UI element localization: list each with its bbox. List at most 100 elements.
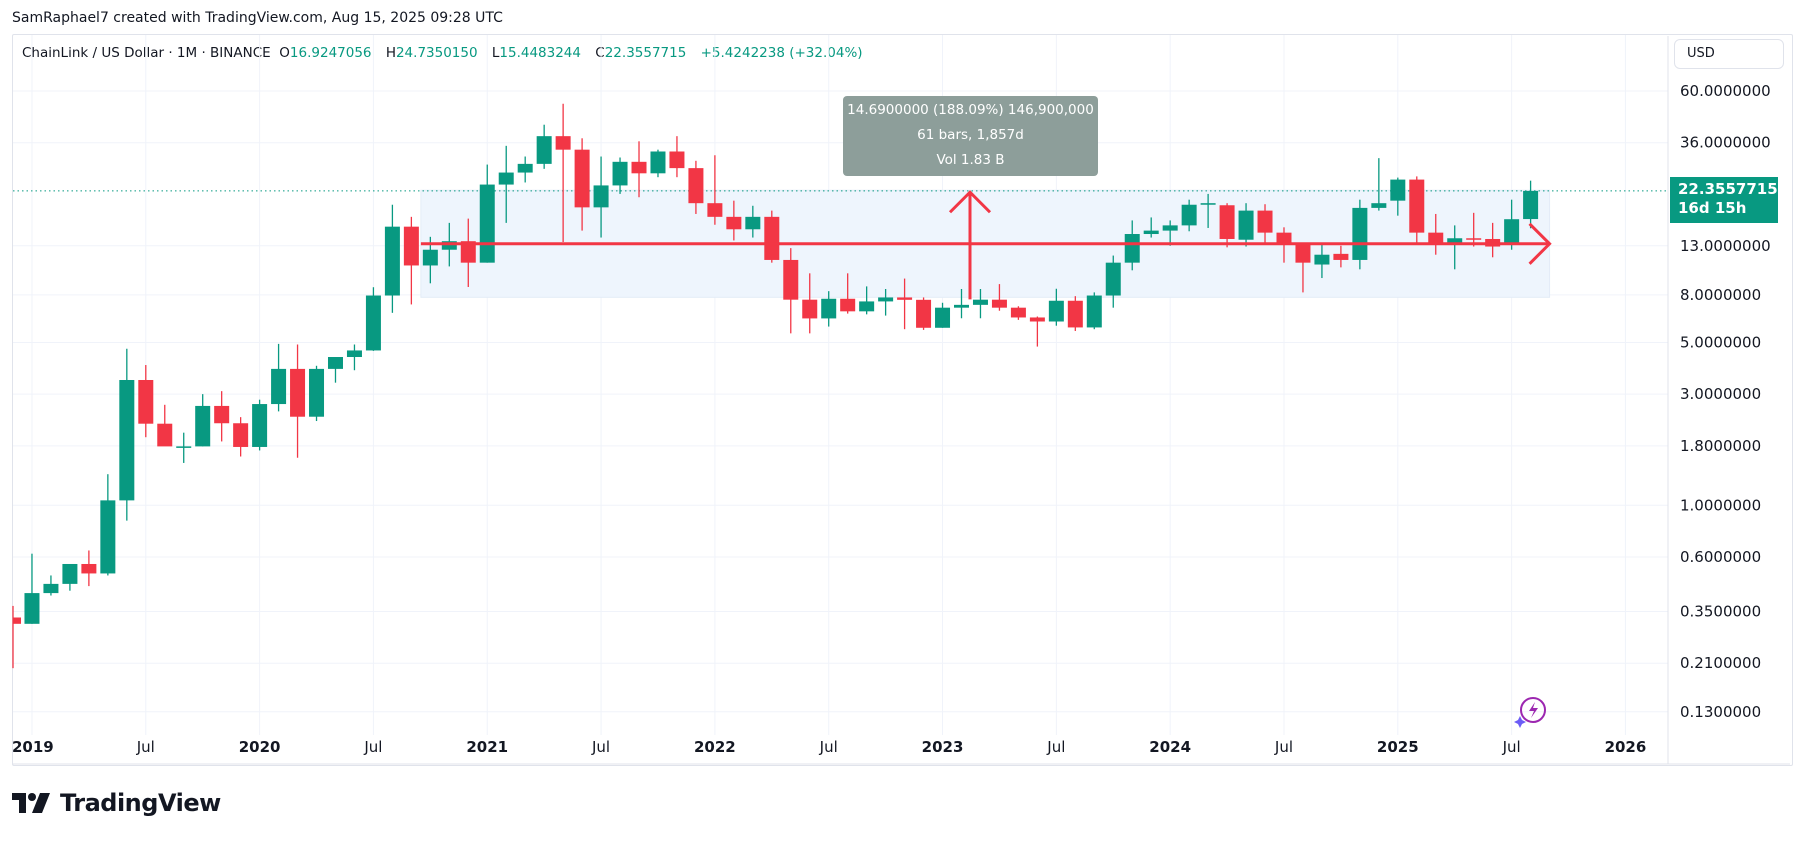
price-tick-label: 0.3500000 (1680, 603, 1761, 621)
candle (650, 149, 666, 178)
candle-body (1067, 300, 1083, 328)
candle-body (1048, 300, 1064, 322)
candle-body (176, 446, 192, 448)
candle (574, 138, 590, 231)
candle (764, 210, 780, 263)
candle-body (1124, 234, 1140, 263)
candle-body (1143, 230, 1159, 235)
candle (195, 394, 211, 447)
candle-body (935, 307, 951, 328)
time-tick-label: Jul (136, 738, 155, 756)
price-tick-label: 1.8000000 (1680, 437, 1761, 455)
last-price-tag: 22.3557715 16d 15h (1670, 177, 1778, 223)
tradingview-logo[interactable]: TradingView (12, 789, 221, 817)
candle (593, 156, 609, 238)
high-value: 24.7350150 (395, 45, 478, 61)
candle (1238, 203, 1254, 247)
candle (1124, 220, 1140, 271)
candle-body (1238, 210, 1254, 240)
candle (1314, 242, 1330, 279)
candle-body (498, 172, 514, 185)
candle (859, 286, 875, 315)
candle-body (536, 136, 552, 164)
candle (935, 302, 951, 328)
candle-body (290, 368, 306, 417)
price-tick-label: 5.0000000 (1680, 333, 1761, 351)
low-value: 15.4483244 (499, 45, 581, 61)
candle (1181, 199, 1197, 232)
symbol-title[interactable]: ChainLink / US Dollar · 1M · BINANCE (22, 45, 271, 61)
time-tick-label: Jul (1274, 738, 1293, 756)
chart-frame (12, 34, 1793, 766)
candle (612, 157, 628, 194)
candle-body (1010, 307, 1026, 318)
candle (1029, 316, 1045, 347)
candle-body (859, 301, 875, 312)
candle-body (1257, 210, 1273, 233)
time-tick-label: 2021 (466, 738, 508, 756)
measure-volume: Vol 1.83 B (936, 152, 1005, 168)
candle-body (517, 163, 533, 173)
candle-body (1371, 203, 1387, 208)
candle-body (574, 149, 590, 208)
tradingview-logo-icon (12, 793, 50, 813)
candle-body (1200, 203, 1216, 205)
candle-body (460, 241, 476, 263)
candle-body (157, 423, 173, 447)
candle-body (745, 216, 761, 230)
candle-body (271, 368, 287, 405)
candle (1086, 292, 1102, 330)
time-tick-label: Jul (819, 738, 838, 756)
candle-body (688, 168, 704, 204)
candle-body (1333, 253, 1349, 260)
candle-body (1390, 179, 1406, 201)
candle-body (24, 593, 40, 624)
candle (1200, 193, 1216, 228)
candle (954, 288, 969, 319)
ai-assistant-icon[interactable] (1513, 694, 1549, 734)
currency-selector[interactable]: USD (1674, 39, 1784, 69)
candle-body (669, 151, 685, 169)
price-tick-label: 0.6000000 (1680, 548, 1761, 566)
candle-body (138, 379, 154, 424)
candle-body (384, 226, 400, 296)
time-tick-label: Jul (1502, 738, 1521, 756)
price-tick-label: 1.0000000 (1680, 496, 1761, 514)
candle (157, 404, 173, 447)
candle (555, 103, 571, 242)
candle-body (441, 241, 457, 250)
candle (1390, 177, 1406, 216)
candle-body (252, 404, 268, 447)
candle (916, 297, 932, 330)
time-tick-label: Jul (591, 738, 610, 756)
candle (43, 575, 59, 596)
measure-arrowhead-right (1528, 222, 1552, 265)
price-tick-label: 60.0000000 (1680, 82, 1771, 100)
candle-body (631, 161, 647, 174)
candle (1143, 217, 1159, 238)
candle (1409, 176, 1425, 244)
candle (1504, 199, 1520, 250)
price-tick-label: 0.1300000 (1680, 703, 1761, 721)
candle (1257, 204, 1273, 243)
candle (1466, 212, 1482, 247)
candle (517, 156, 533, 183)
chart-credit: SamRaphael7 created with TradingView.com… (12, 10, 503, 26)
candle-body (1314, 254, 1330, 265)
candle (81, 550, 97, 587)
candle-body (593, 185, 609, 208)
candle (365, 287, 381, 351)
open-label: O (279, 45, 290, 61)
time-axis: 2019 Jul 2020 Jul 2021 Jul 2022 Jul 2023 Jul 2024 J… (12, 738, 1790, 765)
candle-body (707, 203, 723, 217)
candle-body (1295, 244, 1311, 263)
candle (271, 343, 287, 412)
candle-body (309, 368, 325, 417)
candle (1105, 255, 1121, 308)
symbol-legend: ChainLink / US Dollar · 1M · BINANCE O16… (22, 45, 873, 61)
candle-body (1029, 317, 1045, 322)
candle (100, 474, 116, 576)
candle (878, 288, 894, 316)
candle-body (327, 357, 343, 369)
